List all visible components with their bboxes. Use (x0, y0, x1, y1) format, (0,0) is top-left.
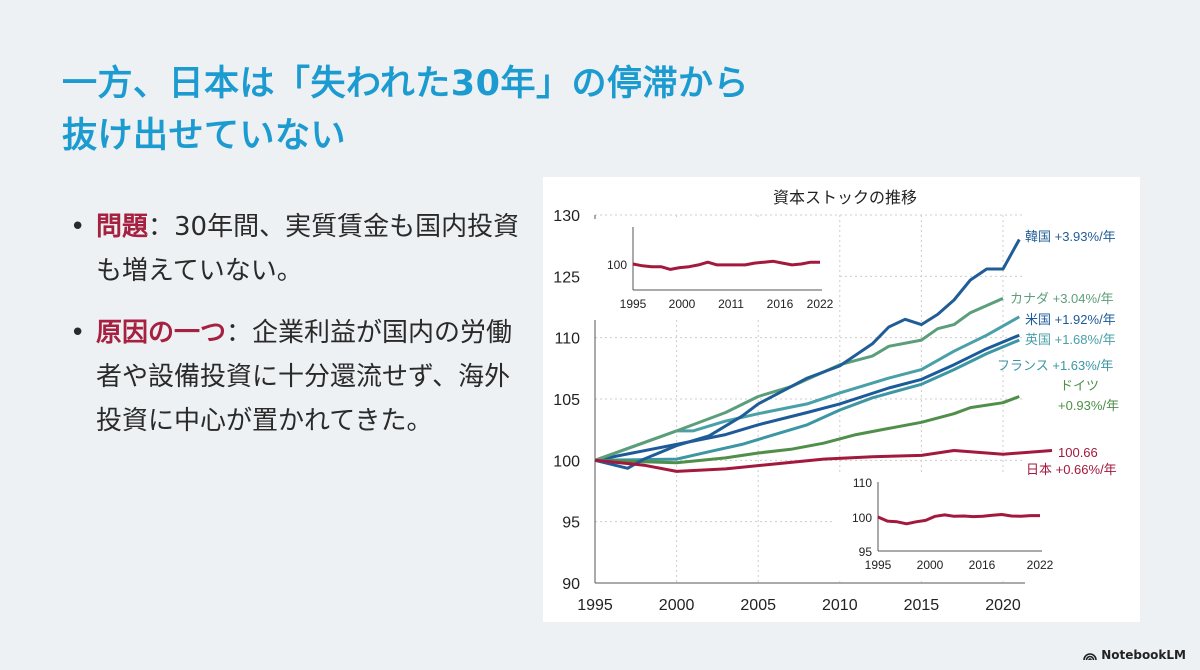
chart-title: 資本ストックの推移 (773, 189, 917, 207)
series-label: カナダ +3.04%/年 (1010, 291, 1114, 306)
title-line-2: 抜け出せていない (62, 116, 347, 156)
brand-name: NotebookLM (1101, 648, 1186, 662)
series-label: +0.93%/年 (1058, 398, 1119, 413)
series-label: 日本 +0.66%/年 (1026, 462, 1117, 477)
inset-bottom-right-background (833, 474, 1057, 581)
inset-top-left-x-tick: 2016 (767, 297, 794, 311)
x-tick-label: 2010 (822, 597, 858, 614)
inset-top-left-x-tick: 1995 (620, 297, 647, 311)
y-tick-label: 125 (553, 269, 580, 286)
series-line-ドイツ (594, 395, 1020, 465)
inset-top-left-background (588, 219, 837, 320)
series-line-フランス (594, 338, 1020, 462)
bullet-cause: • 原因の一つ：企業利益が国内の労働者や設備投資に十分還流せず、海外投資に中心が… (70, 311, 520, 443)
y-tick-label: 110 (554, 331, 580, 348)
series-label: 米国 +1.92%/年 (1025, 312, 1116, 327)
y-tick-label: 130 (553, 208, 580, 225)
brand-logo: NotebookLM (1083, 648, 1186, 662)
series-label: 韓国 +3.93%/年 (1025, 229, 1116, 244)
inset-bottom-right-x-tick: 2022 (1027, 558, 1054, 572)
inset-top-left-x-tick: 2022 (807, 297, 834, 311)
inset-top-left-x-tick: 2011 (718, 297, 744, 311)
series-line-日本 (594, 449, 1053, 473)
inset-top-left-line (632, 259, 820, 271)
x-tick-label: 2015 (904, 597, 940, 614)
x-tick-label: 2005 (740, 597, 776, 614)
inset-bottom-right-x-tick: 2016 (969, 558, 996, 572)
series-line-英国 (594, 315, 1021, 462)
bullet-keyword: 原因の一つ (96, 318, 227, 348)
bullet-list: • 問題：30年間、実質賃金も国内投資も増えていない。 • 原因の一つ：企業利益… (70, 205, 520, 461)
inset-bottom-right-y-tick: 110 (853, 476, 872, 490)
bullet-keyword: 問題 (96, 212, 149, 242)
title-line-1: 一方、日本は「失われた30年」の停滞から (62, 64, 749, 104)
series-label: ドイツ (1060, 378, 1099, 393)
end-value-label: 100.66 (1058, 445, 1098, 460)
y-tick-label: 100 (553, 453, 580, 470)
bullet-dot: • (70, 212, 86, 242)
y-tick-label: 105 (553, 392, 580, 409)
inset-bottom-right-x-tick: 2000 (917, 558, 944, 572)
slide-title: 一方、日本は「失われた30年」の停滞から 抜け出せていない (62, 58, 749, 162)
bullet-dot: • (70, 318, 86, 348)
inset-bottom-right-line (877, 513, 1040, 526)
inset-bottom-right-x-tick: 1995 (865, 558, 892, 572)
bullet-problem: • 問題：30年間、実質賃金も国内投資も増えていない。 (70, 205, 520, 293)
notebooklm-icon (1083, 653, 1097, 660)
x-tick-label: 2000 (659, 597, 695, 614)
series-line-韓国 (594, 238, 1021, 470)
y-tick-label: 90 (562, 576, 580, 593)
y-tick-label: 95 (562, 515, 580, 532)
bullet-text: ：企業利益が国内の労働者や設備投資に十分還流せず、海外投資に中心が置かれてきた。 (96, 318, 513, 436)
x-tick-label: 2020 (985, 597, 1021, 614)
series-line-カナダ (594, 297, 1004, 462)
series-line-米国 (594, 333, 1020, 462)
inset-bottom-right-y-tick: 100 (852, 511, 872, 525)
inset-bottom-right-y-tick: 95 (859, 545, 873, 559)
x-tick-label: 1995 (577, 597, 613, 614)
series-label: フランス +1.63%/年 (997, 358, 1113, 373)
inset-top-left-x-tick: 2000 (669, 297, 696, 311)
inset-top-left-y-tick: 100 (607, 258, 627, 272)
bullet-text: ：30年間、実質賃金も国内投資も増えていない。 (96, 212, 520, 286)
series-label: 英国 +1.68%/年 (1025, 332, 1116, 347)
